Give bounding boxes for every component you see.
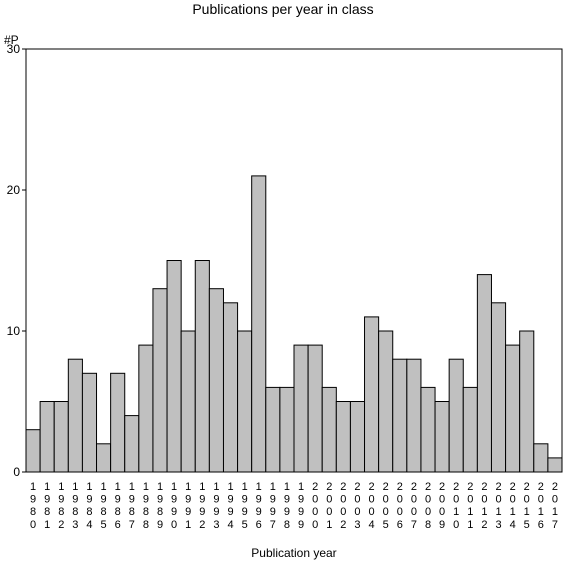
bar-2013 [490, 302, 507, 473]
bar-1991 [180, 330, 196, 473]
bar-2008 [420, 386, 436, 473]
bar-2004 [364, 316, 380, 473]
bar-2009 [434, 401, 450, 473]
bar-1990 [166, 260, 182, 473]
bar-2016 [533, 443, 549, 473]
bar-1999 [293, 344, 309, 473]
bar-1980 [25, 429, 41, 473]
bar-1988 [138, 344, 154, 473]
bar-1982 [53, 401, 69, 473]
bar-1984 [81, 372, 98, 473]
x-ticks: 1 9 8 0 1 9 8 1 1 9 8 2 1 9 8 3 1 9 8 4 1 9 8 5 1 9 8 6 1 9 8 7 1 9 8 8 1 9 8 9… [30, 481, 558, 531]
bar-1994 [222, 302, 239, 473]
bar-2017 [547, 457, 563, 473]
bar-1996 [251, 175, 267, 473]
bar-2012 [476, 274, 492, 473]
bar-1997 [265, 386, 281, 473]
y-tick-label: 20 [7, 183, 21, 197]
bar-2014 [505, 344, 521, 473]
bar-1985 [96, 443, 112, 473]
bar-1998 [279, 386, 295, 473]
y-tick-label: 0 [13, 465, 20, 479]
chart-title: Publications per year in class [192, 1, 373, 17]
bar-1995 [237, 330, 253, 473]
bar-2005 [378, 330, 394, 473]
bar-2000 [307, 344, 323, 473]
bar-1992 [194, 260, 210, 473]
bar-2010 [448, 358, 464, 473]
bar-1981 [39, 401, 55, 473]
bar-2002 [335, 401, 351, 473]
bar-2001 [321, 386, 337, 473]
bar-2015 [519, 330, 535, 473]
y-tick-label: 10 [7, 324, 21, 338]
y-tick-label: 30 [7, 42, 21, 56]
bars [25, 175, 563, 473]
bar-1993 [208, 288, 224, 473]
bar-2006 [392, 358, 408, 473]
bar-1987 [124, 415, 140, 473]
bar-1989 [152, 288, 168, 473]
y-axis-label: #P [4, 33, 19, 47]
bar-2011 [462, 386, 478, 473]
bar-1983 [67, 358, 83, 473]
bar-2003 [349, 401, 366, 473]
x-axis-label: Publication year [251, 546, 336, 560]
bar-2007 [406, 358, 422, 473]
bar-1986 [110, 372, 126, 473]
y-ticks: 0 10 20 30 [7, 42, 26, 479]
